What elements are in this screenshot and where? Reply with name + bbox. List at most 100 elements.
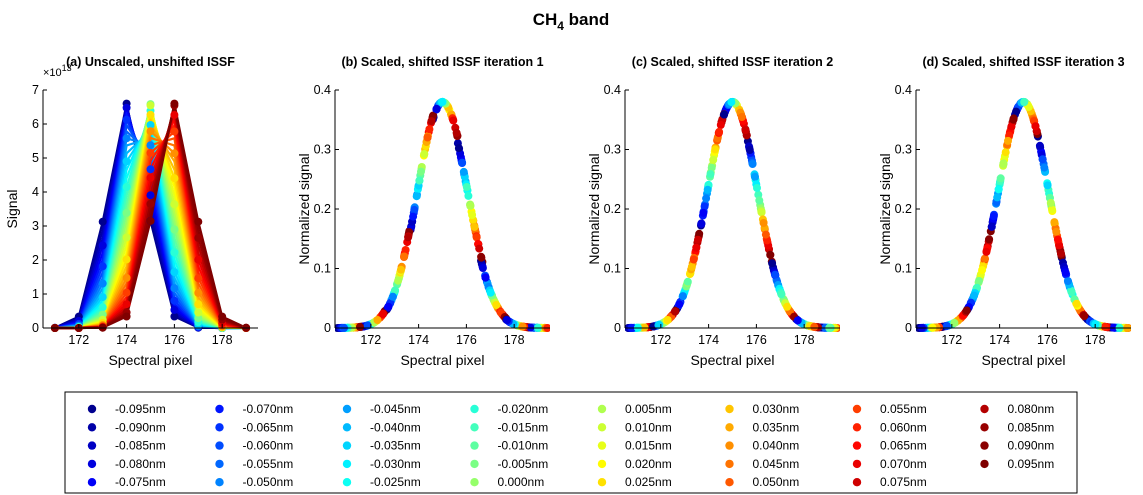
data-point: [404, 233, 413, 242]
data-point: [466, 201, 475, 210]
legend-item: 0.030nm: [725, 402, 799, 416]
legend-marker: [980, 423, 989, 432]
series-point: [170, 149, 179, 158]
legend-marker: [470, 404, 479, 414]
legend-label: -0.055nm: [243, 457, 294, 471]
data-point: [1050, 218, 1059, 227]
panel-d: (d) Scaled, shifted ISSF iteration 3 172 1…: [877, 55, 1131, 368]
data-point: [401, 246, 410, 254]
data-point: [707, 163, 716, 172]
legend-label: -0.050nm: [243, 475, 294, 489]
data-point: [942, 321, 951, 330]
y-tick-label: 0: [905, 321, 912, 335]
legend-marker: [87, 404, 97, 414]
legend-item: -0.015nm: [470, 420, 548, 434]
series-point: [146, 199, 155, 208]
data-point: [518, 322, 527, 331]
legend-marker: [87, 459, 97, 469]
series-point: [122, 300, 131, 309]
series-point: [170, 268, 179, 277]
legend-marker: [597, 441, 607, 450]
legend-marker: [342, 441, 352, 450]
series-point: [194, 255, 203, 264]
legend-item: 0.070nm: [852, 457, 927, 471]
legend-marker: [87, 441, 97, 450]
legend-item: 0.035nm: [725, 420, 799, 434]
data-point: [694, 235, 702, 244]
panel-title: (a) Unscaled, unshifted ISSF: [66, 55, 235, 69]
data-point: [715, 127, 724, 136]
data-point: [1043, 181, 1052, 190]
legend-label: -0.015nm: [498, 420, 549, 434]
data-point: [703, 185, 712, 194]
legend-item: 0.080nm: [980, 402, 1054, 416]
data-point: [755, 196, 764, 205]
series-point: [170, 111, 179, 119]
data-point: [477, 253, 486, 262]
data-point: [459, 167, 468, 176]
data-point: [962, 306, 971, 315]
data-point: [1061, 268, 1070, 277]
series-point: [170, 99, 179, 108]
x-tick-label: 178: [212, 333, 233, 347]
data-point: [745, 146, 754, 154]
legend-label: 0.015nm: [625, 439, 672, 453]
series-point: [122, 103, 131, 112]
series-point: [146, 148, 155, 157]
legend-label: 0.025nm: [625, 475, 672, 489]
x-axis-label: Spectral pixel: [690, 352, 774, 368]
data-point: [1040, 163, 1049, 172]
y-tick-label: 0.2: [604, 202, 621, 216]
data-point: [709, 155, 718, 164]
data-point: [978, 266, 987, 275]
data-point: [464, 191, 473, 200]
data-point: [699, 208, 708, 217]
y-axis-label: Normalized signal: [296, 153, 312, 264]
data-point: [783, 302, 792, 311]
legend-item: -0.030nm: [342, 457, 421, 471]
legend-item: 0.090nm: [980, 439, 1054, 453]
series-point: [194, 300, 203, 309]
y-tick-label: 0: [614, 321, 621, 335]
series-point: [146, 101, 155, 110]
y-tick-label: 2: [32, 253, 39, 267]
data-point: [458, 159, 467, 167]
series-point: [194, 233, 203, 242]
data-point: [420, 150, 429, 158]
data-point: [388, 292, 397, 301]
data-point: [410, 205, 419, 214]
legend-item: -0.040nm: [342, 420, 421, 434]
data-point: [985, 235, 994, 244]
data-point: [384, 302, 393, 311]
data-point: [737, 113, 746, 121]
data-point: [950, 318, 959, 327]
legend-marker: [342, 478, 352, 487]
x-tick-label: 178: [794, 333, 815, 347]
y-tick-label: 6: [32, 117, 39, 131]
series-point: [170, 200, 179, 209]
data-point: [975, 277, 983, 285]
data-point: [409, 212, 418, 221]
legend-marker: [980, 441, 989, 450]
series-point: [122, 208, 131, 217]
series-point: [122, 115, 131, 124]
data-point: [423, 133, 432, 142]
legend-item: 0.020nm: [597, 457, 672, 471]
data-point: [683, 277, 692, 286]
legend-item: 0.095nm: [980, 457, 1054, 471]
data-point: [716, 121, 725, 129]
legend-label: -0.060nm: [243, 439, 294, 453]
series-point: [218, 312, 227, 321]
figure-title: CH4 band: [533, 10, 610, 33]
legend-marker: [470, 459, 479, 469]
data-point: [768, 259, 777, 268]
legend-item: 0.010nm: [597, 420, 672, 434]
legend-marker: [342, 423, 352, 432]
y-axis-label: Normalized signal: [877, 153, 893, 264]
legend-label: -0.065nm: [243, 420, 294, 434]
data-point: [427, 117, 436, 126]
series-point: [122, 182, 131, 191]
series-point: [146, 110, 155, 119]
y-tick-label: 0.3: [895, 143, 912, 157]
